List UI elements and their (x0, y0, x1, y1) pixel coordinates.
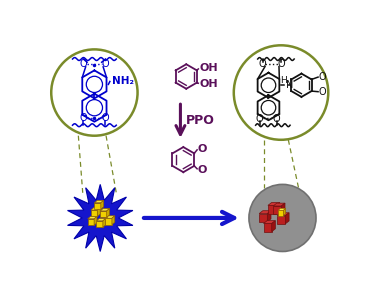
Text: O: O (198, 165, 207, 175)
Polygon shape (67, 184, 133, 251)
Text: O: O (277, 59, 285, 69)
Polygon shape (94, 217, 97, 225)
Polygon shape (268, 205, 276, 214)
Polygon shape (105, 218, 112, 225)
Polygon shape (105, 216, 115, 218)
Text: O: O (319, 87, 326, 97)
Polygon shape (91, 210, 98, 217)
Polygon shape (267, 211, 271, 222)
Text: O: O (198, 144, 207, 154)
Polygon shape (88, 219, 94, 225)
Polygon shape (100, 209, 110, 211)
Polygon shape (281, 203, 285, 214)
Polygon shape (94, 200, 104, 203)
Polygon shape (277, 216, 285, 224)
Polygon shape (106, 209, 110, 217)
Text: OH: OH (199, 63, 218, 73)
Polygon shape (276, 202, 280, 214)
Polygon shape (272, 221, 275, 232)
Text: O: O (102, 59, 109, 69)
Polygon shape (285, 213, 289, 224)
Text: O: O (259, 59, 266, 69)
Polygon shape (100, 211, 106, 217)
Polygon shape (103, 218, 106, 227)
Polygon shape (98, 208, 100, 217)
Text: PPO: PPO (186, 115, 214, 127)
Text: O: O (80, 113, 87, 123)
Polygon shape (96, 218, 106, 221)
Polygon shape (278, 208, 286, 210)
Polygon shape (96, 221, 103, 227)
Polygon shape (112, 216, 115, 225)
Text: O: O (256, 114, 264, 124)
Text: N: N (286, 80, 294, 90)
Circle shape (249, 184, 316, 251)
Polygon shape (264, 221, 275, 224)
Text: O: O (319, 72, 326, 82)
Polygon shape (259, 214, 267, 222)
Text: H: H (280, 76, 287, 84)
Text: O: O (80, 59, 87, 69)
Polygon shape (264, 224, 272, 232)
Polygon shape (273, 206, 281, 214)
Polygon shape (94, 203, 101, 209)
Polygon shape (273, 203, 285, 206)
Polygon shape (88, 217, 97, 219)
Polygon shape (277, 213, 289, 216)
Text: NH₂: NH₂ (112, 76, 134, 86)
Text: O: O (102, 113, 109, 123)
Polygon shape (268, 202, 280, 205)
Polygon shape (101, 200, 104, 209)
Polygon shape (259, 211, 271, 214)
Polygon shape (284, 208, 286, 216)
Circle shape (51, 50, 138, 136)
Text: O: O (273, 114, 280, 124)
Text: OH: OH (199, 79, 218, 89)
Circle shape (234, 45, 328, 140)
Polygon shape (278, 210, 284, 216)
Polygon shape (91, 208, 100, 210)
